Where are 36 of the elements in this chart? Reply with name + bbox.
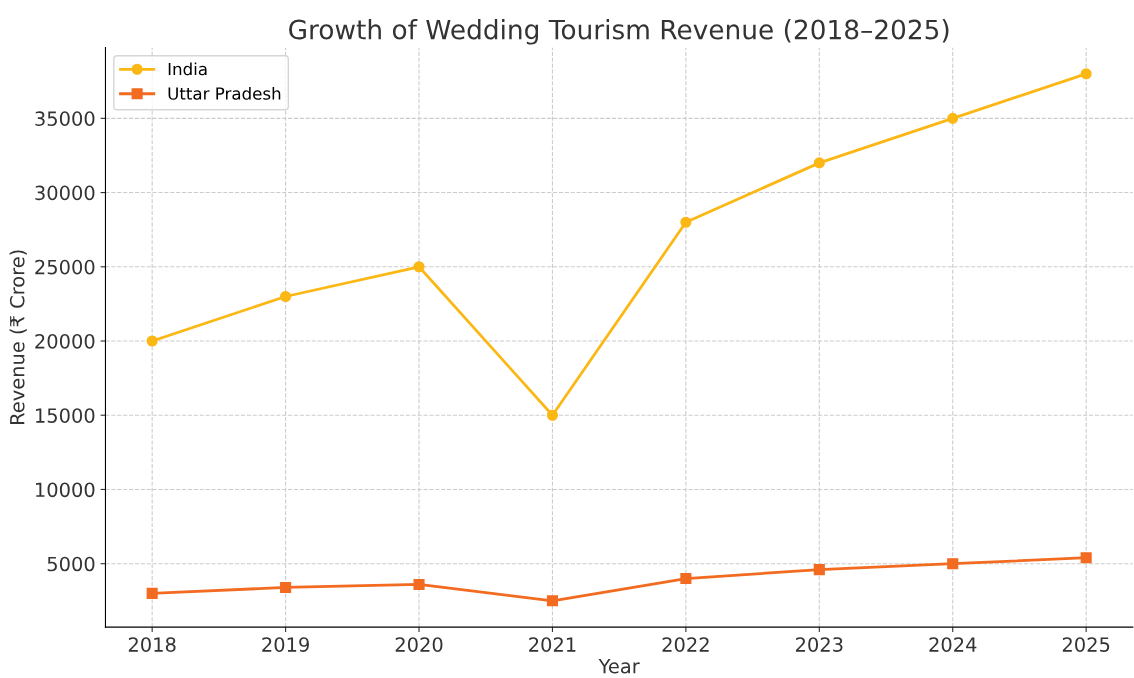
y-tick-label: 25000	[35, 259, 95, 275]
y-tick-label: 10000	[36, 482, 95, 498]
legend-label: Uttar Pradesh	[168, 86, 281, 100]
point	[947, 112, 959, 124]
y-axis-title: Revenue (₹ Crore)	[9, 250, 27, 424]
point	[680, 216, 692, 228]
legend-label: India	[168, 62, 207, 76]
y-tick-label: 35000	[35, 111, 95, 127]
point	[813, 564, 825, 576]
point	[546, 409, 559, 421]
x-tick-label: 2018	[128, 637, 176, 652]
point	[280, 290, 292, 303]
point	[413, 261, 425, 273]
y-tick-label: 15000	[36, 408, 95, 423]
y-tick-label: 5000	[47, 556, 95, 572]
x-tick-label: 2021	[529, 637, 576, 652]
x-tick-label: 2022	[662, 637, 709, 652]
point	[146, 587, 158, 599]
y-tick-label: 20000	[35, 333, 95, 349]
x-tick-label: 2019	[262, 637, 309, 652]
point	[680, 572, 692, 585]
point	[280, 581, 292, 593]
y-tick-label: 30000	[35, 185, 95, 201]
x-tick-label: 2024	[929, 637, 977, 652]
x-axis-title: Year	[598, 659, 640, 674]
point	[146, 335, 158, 347]
point	[546, 595, 559, 607]
x-tick-label: 2020	[395, 637, 443, 652]
x-tick-label: 2023	[795, 637, 843, 652]
chart-title: Growth of Wedding Tourism Revenue (2018–2025)	[289, 19, 949, 45]
point	[1080, 552, 1092, 564]
point	[813, 157, 825, 169]
point	[413, 578, 425, 591]
x-tick-label: 2025	[1062, 637, 1110, 652]
point	[947, 558, 959, 570]
point	[1080, 68, 1092, 80]
